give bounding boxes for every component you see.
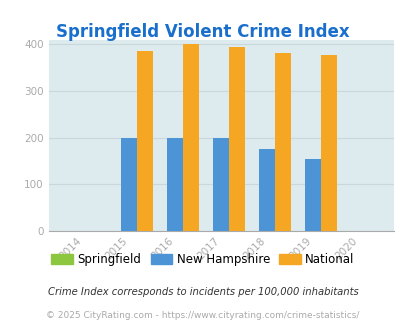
Bar bbox=[321, 54, 337, 231]
Text: © 2025 CityRating.com - https://www.cityrating.com/crime-statistics/: © 2025 CityRating.com - https://www.city… bbox=[46, 311, 359, 320]
Bar bbox=[213, 138, 229, 231]
Bar bbox=[229, 47, 245, 231]
Bar bbox=[167, 138, 183, 231]
Bar bbox=[137, 51, 153, 231]
Bar bbox=[183, 44, 199, 231]
Bar bbox=[275, 53, 291, 231]
Bar bbox=[305, 159, 321, 231]
Bar bbox=[259, 149, 275, 231]
Legend: Springfield, New Hampshire, National: Springfield, New Hampshire, National bbox=[47, 248, 358, 271]
Text: Crime Index corresponds to incidents per 100,000 inhabitants: Crime Index corresponds to incidents per… bbox=[47, 287, 358, 297]
Bar bbox=[121, 138, 137, 231]
Text: Springfield Violent Crime Index: Springfield Violent Crime Index bbox=[56, 23, 349, 41]
